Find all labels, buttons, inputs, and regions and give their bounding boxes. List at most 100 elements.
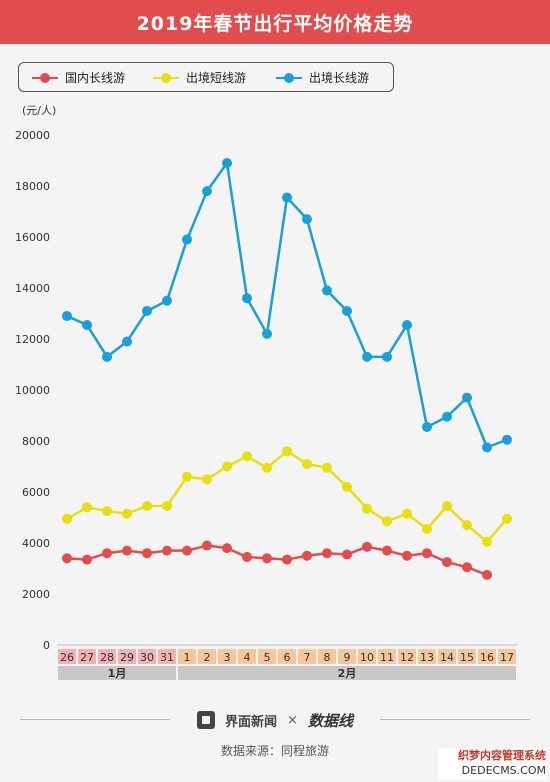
watermark-line2: DEDECMS.COM xyxy=(461,764,546,777)
x-tick-box xyxy=(138,649,156,664)
legend-label: 国内长线游 xyxy=(65,71,126,85)
data-point xyxy=(102,506,112,517)
data-point xyxy=(482,442,492,453)
data-point xyxy=(442,411,452,422)
data-point xyxy=(362,541,372,552)
data-point xyxy=(202,186,212,197)
data-point xyxy=(402,319,412,330)
data-point xyxy=(182,234,192,245)
x-tick-label: 15 xyxy=(460,651,474,664)
x-tick-label: 5 xyxy=(264,651,271,664)
data-point xyxy=(182,545,192,556)
data-point xyxy=(122,336,132,347)
data-point xyxy=(482,536,492,547)
y-tick-label: 16000 xyxy=(15,231,50,244)
data-point xyxy=(462,562,472,573)
x-tick-box xyxy=(118,649,136,664)
data-point xyxy=(302,214,312,225)
data-point xyxy=(242,451,252,462)
data-point xyxy=(122,508,132,519)
dedecms-watermark: 织梦内容管理系统 DEDECMS.COM xyxy=(438,748,546,780)
x-tick-box xyxy=(318,649,336,664)
data-point xyxy=(142,548,152,559)
data-point xyxy=(262,462,272,473)
x-tick-box xyxy=(198,649,216,664)
data-point xyxy=(382,351,392,362)
x-tick-box xyxy=(478,649,496,664)
data-point xyxy=(82,554,92,565)
x-tick-label: 27 xyxy=(80,651,94,664)
y-tick-label: 20000 xyxy=(15,129,50,142)
data-point xyxy=(162,545,172,556)
data-point xyxy=(502,434,512,445)
data-point xyxy=(382,545,392,556)
data-point xyxy=(62,513,72,524)
x-tick-box xyxy=(278,649,296,664)
data-point xyxy=(442,557,452,568)
data-point xyxy=(102,351,112,362)
legend-marker-icon xyxy=(32,73,58,83)
legend: 国内长线游 出境短线游 出境长线游 xyxy=(18,62,394,92)
data-point xyxy=(402,550,412,561)
data-point xyxy=(102,548,112,559)
y-tick-label: 14000 xyxy=(15,282,50,295)
x-tick-label: 31 xyxy=(160,651,174,664)
data-point xyxy=(342,549,352,560)
x-tick-box xyxy=(238,649,256,664)
x-tick-box xyxy=(58,649,76,664)
x-tick-label: 26 xyxy=(60,651,74,664)
data-point xyxy=(482,569,492,580)
data-point xyxy=(362,351,372,362)
x-tick-box xyxy=(298,649,316,664)
data-point xyxy=(442,501,452,512)
data-point xyxy=(362,503,372,514)
y-tick-label: 10000 xyxy=(15,384,50,397)
x-tick-label: 16 xyxy=(480,651,494,664)
data-point xyxy=(462,520,472,531)
y-tick-label: 4000 xyxy=(22,537,50,550)
x-tick-label: 30 xyxy=(140,651,154,664)
jiemian-logo-text: 界面新闻 xyxy=(225,714,278,730)
month-band xyxy=(178,666,516,680)
data-point xyxy=(82,319,92,330)
watermark-line1: 织梦内容管理系统 xyxy=(458,749,546,762)
x-tick-label: 10 xyxy=(360,651,374,664)
data-point xyxy=(282,446,292,457)
x-tick-box xyxy=(258,649,276,664)
x-tick-box xyxy=(498,649,516,664)
y-tick-label: 12000 xyxy=(15,333,50,346)
data-point xyxy=(382,516,392,527)
x-tick-label: 2 xyxy=(204,651,211,664)
x-tick-label: 4 xyxy=(244,651,251,664)
x-tick-box xyxy=(178,649,196,664)
series-line-1 xyxy=(66,449,508,543)
x-tick-label: 17 xyxy=(500,651,514,664)
x-tick-label: 14 xyxy=(440,651,454,664)
data-point xyxy=(182,471,192,482)
data-point xyxy=(142,305,152,316)
data-point xyxy=(262,328,272,339)
data-point xyxy=(202,474,212,485)
x-tick-box xyxy=(338,649,356,664)
line-chart: 0 2000 4000 6000 8000 10000 12000 14000 16000 180… xyxy=(15,129,517,680)
x-tick-box xyxy=(398,649,416,664)
y-tick-label: 6000 xyxy=(22,486,50,499)
data-point xyxy=(422,548,432,559)
data-point xyxy=(222,543,232,554)
data-point xyxy=(242,552,252,563)
footer-divider-right xyxy=(380,719,530,720)
legend-marker-icon xyxy=(276,73,302,83)
x-tick-label: 8 xyxy=(324,651,331,664)
data-source: 数据来源：同程旅游 xyxy=(220,744,329,758)
footer-logos: 界面新闻 × 数据线 xyxy=(0,705,550,735)
logo-separator: × xyxy=(287,712,298,728)
y-tick-label: 18000 xyxy=(15,180,50,193)
x-tick-label: 3 xyxy=(224,651,231,664)
x-tick-label: 29 xyxy=(120,651,134,664)
data-point xyxy=(162,501,172,512)
y-tick-label: 2000 xyxy=(22,588,50,601)
series-line-0 xyxy=(66,544,488,577)
data-point xyxy=(402,508,412,519)
x-tick-label: 11 xyxy=(380,651,394,664)
data-point xyxy=(282,554,292,565)
